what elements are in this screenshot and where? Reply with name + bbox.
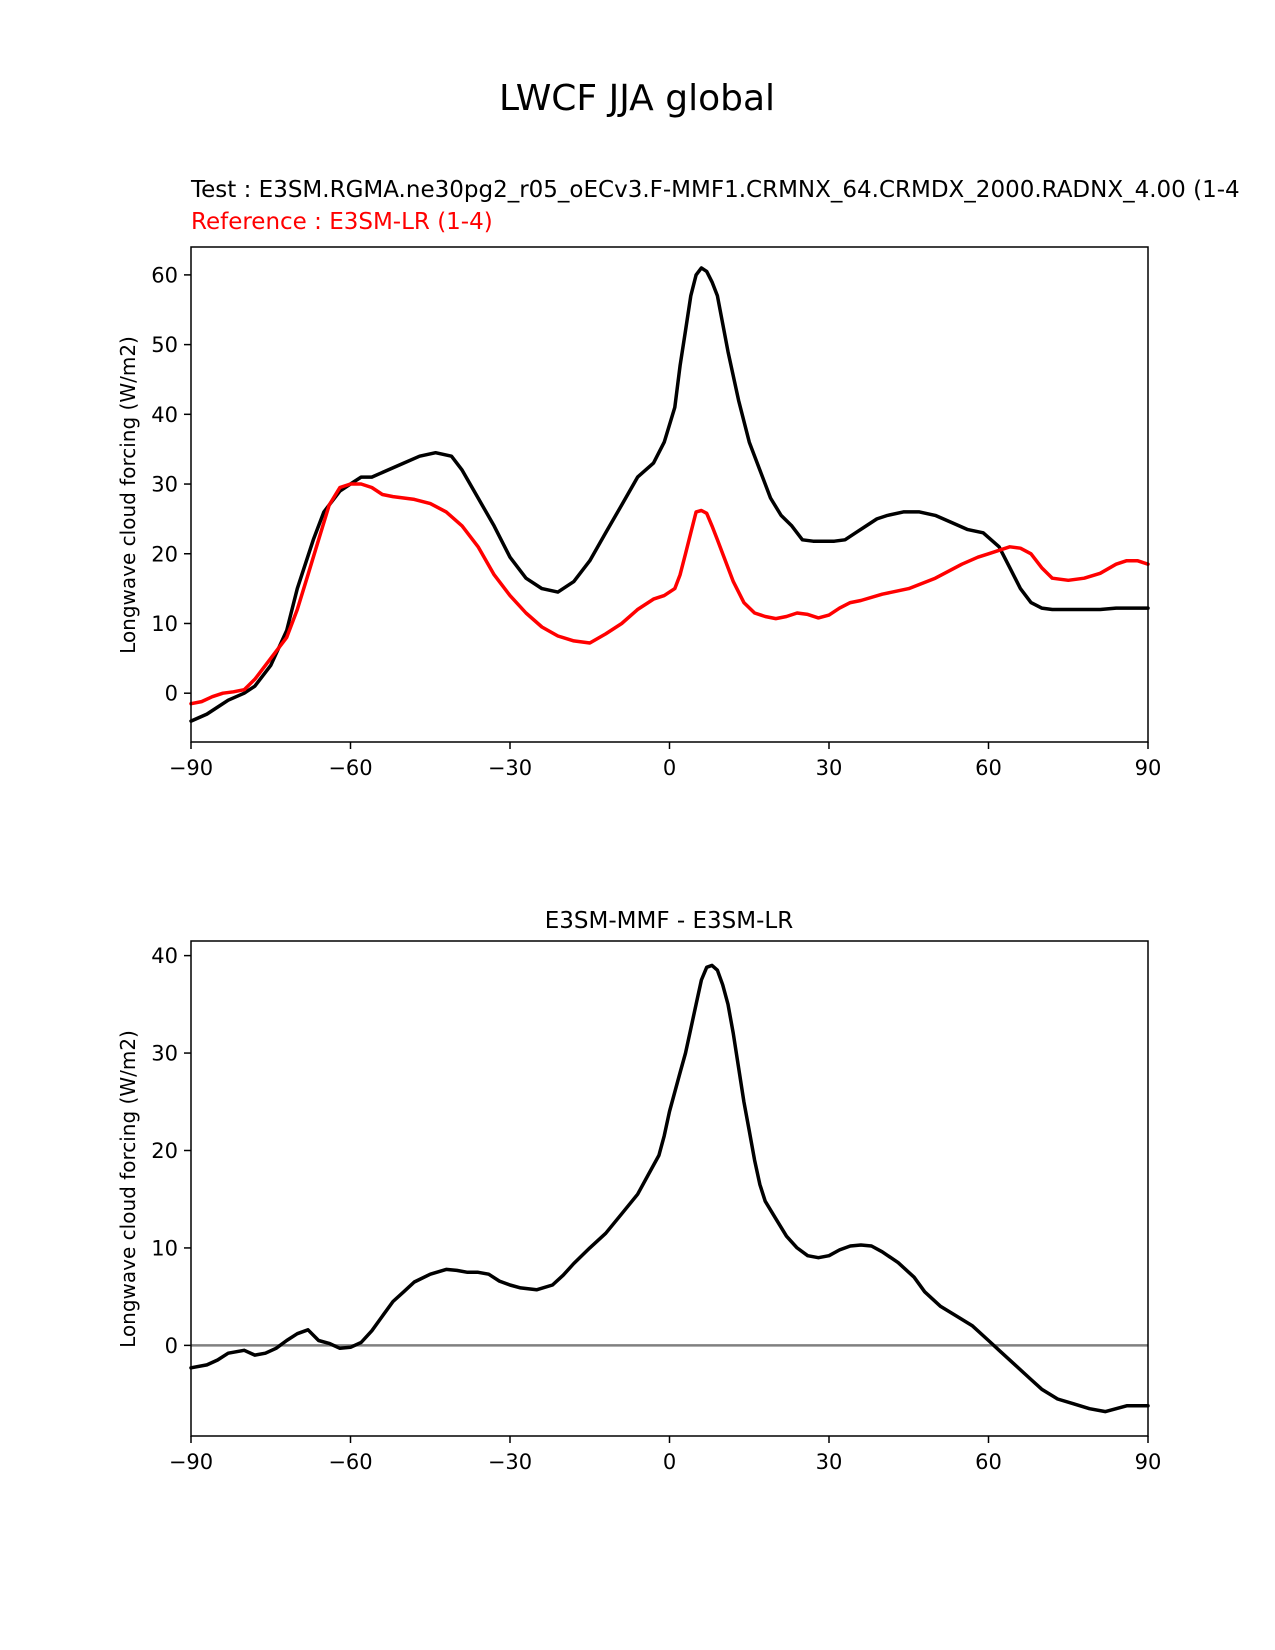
top-panel: Test : E3SM.RGMA.ne30pg2_r05_oECv3.F-MMF…: [116, 177, 1240, 780]
top-x-tick-label: −30: [488, 756, 532, 780]
bottom-plot-area: −90 −60 −30 0 30 60 90 0 10 20 30 40: [151, 940, 1162, 1474]
top-series-line-reference: [189, 482, 1150, 706]
bottom-y-tick-label: 30: [151, 1042, 178, 1066]
test-label: Test : E3SM.RGMA.ne30pg2_r05_oECv3.F-MMF…: [190, 177, 1240, 203]
top-y-tick-label: 20: [151, 542, 178, 566]
figure-title: LWCF JJA global: [499, 78, 775, 119]
top-y-tick-label: 10: [151, 612, 178, 636]
bottom-x-tick-label: 0: [663, 1450, 676, 1474]
bottom-x-tick-label: 60: [975, 1450, 1002, 1474]
top-y-tick-label: 50: [151, 333, 178, 357]
top-y-tick-label: 60: [151, 263, 178, 287]
bottom-x-tick-label: −90: [169, 1450, 213, 1474]
top-x-tick-label: 90: [1135, 756, 1162, 780]
top-x-tick-label: −90: [169, 756, 213, 780]
top-y-tick-label: 30: [151, 473, 178, 497]
top-plot-area: −90 −60 −30 0 30 60 90 0 10 20 30 40 50 60: [151, 246, 1162, 780]
reference-label: Reference : E3SM-LR (1-4): [191, 209, 493, 235]
top-x-tick-label: 30: [816, 756, 843, 780]
top-y-axis-label: Longwave cloud forcing (W/m2): [116, 336, 140, 654]
bottom-panel: E3SM-MMF - E3SM-LR Longwave cloud forcin…: [116, 908, 1161, 1474]
top-x-tick-label: −60: [328, 756, 372, 780]
bottom-x-tick-label: 90: [1135, 1450, 1162, 1474]
bottom-series-line-e3sm-mmf-e3sm-lr: [189, 963, 1150, 1414]
bottom-y-tick-label: 0: [165, 1334, 178, 1358]
top-x-tick-label: 60: [975, 756, 1002, 780]
top-y-tick-label: 0: [165, 682, 178, 706]
top-x-tick-label: 0: [663, 756, 676, 780]
top-y-tick-label: 40: [151, 403, 178, 427]
difference-title: E3SM-MMF - E3SM-LR: [545, 908, 793, 934]
bottom-x-tick-label: −30: [488, 1450, 532, 1474]
bottom-x-tick-label: −60: [328, 1450, 372, 1474]
bottom-y-axis-label: Longwave cloud forcing (W/m2): [116, 1030, 140, 1348]
bottom-y-tick-label: 20: [151, 1139, 178, 1163]
bottom-x-tick-label: 30: [816, 1450, 843, 1474]
bottom-y-tick-label: 40: [151, 944, 178, 968]
bottom-y-tick-label: 10: [151, 1236, 178, 1260]
top-series-line-test: [189, 266, 1150, 723]
